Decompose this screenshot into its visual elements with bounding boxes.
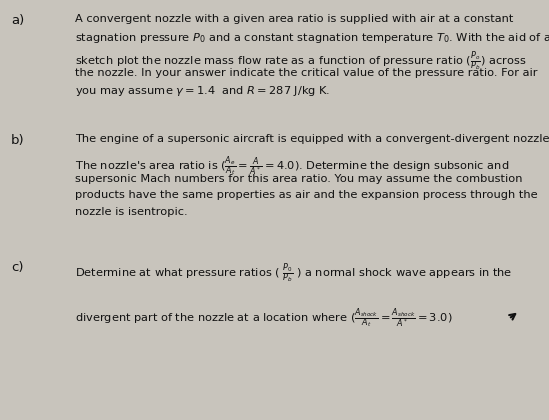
Text: divergent part of the nozzle at a location where ($\frac{A_{shock}}{A_t} = \frac: divergent part of the nozzle at a locati… (75, 307, 453, 331)
Text: b): b) (11, 134, 25, 147)
Text: the nozzle. In your answer indicate the critical value of the pressure ratio. Fo: the nozzle. In your answer indicate the … (75, 68, 538, 78)
Text: stagnation pressure $P_0$ and a constant stagnation temperature $T_0$. With the : stagnation pressure $P_0$ and a constant… (75, 31, 549, 45)
Text: you may assume $\gamma = 1.4$  and $R = 287$ J/kg K.: you may assume $\gamma = 1.4$ and $R = 2… (75, 84, 330, 98)
Text: products have the same properties as air and the expansion process through the: products have the same properties as air… (75, 190, 538, 200)
Text: nozzle is isentropic.: nozzle is isentropic. (75, 207, 188, 217)
Text: supersonic Mach numbers for this area ratio. You may assume the combustion: supersonic Mach numbers for this area ra… (75, 174, 523, 184)
Text: The nozzle's area ratio is ($\frac{A_e}{A_t} = \frac{A}{A^*} = 4.0$). Determine : The nozzle's area ratio is ($\frac{A_e}{… (75, 155, 509, 178)
Text: a): a) (11, 14, 24, 27)
Text: A convergent nozzle with a given area ratio is supplied with air at a constant: A convergent nozzle with a given area ra… (75, 14, 514, 24)
Text: sketch plot the nozzle mass flow rate as a function of pressure ratio ($\frac{P_: sketch plot the nozzle mass flow rate as… (75, 50, 527, 74)
Text: Determine at what pressure ratios ( $\frac{P_0}{P_b}$ ) a normal shock wave appe: Determine at what pressure ratios ( $\fr… (75, 261, 513, 286)
Text: The engine of a supersonic aircraft is equipped with a convergent-divergent nozz: The engine of a supersonic aircraft is e… (75, 134, 549, 144)
Text: c): c) (11, 261, 24, 274)
